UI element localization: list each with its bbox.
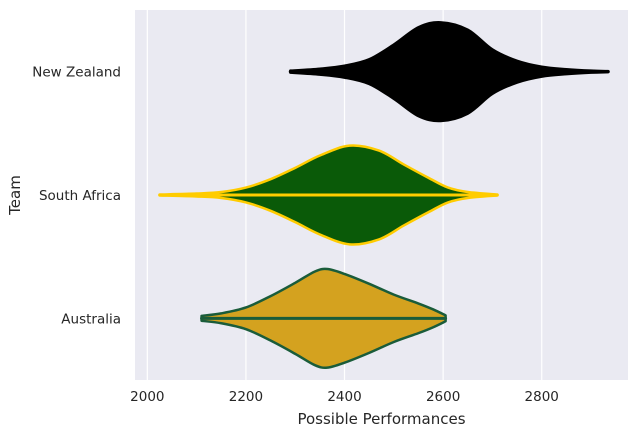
y-tick-label: South Africa <box>39 188 121 204</box>
y-axis-ticks: New Zealand South Africa Australia <box>32 65 121 328</box>
x-tick-label: 2600 <box>426 389 460 405</box>
x-tick-label: 2800 <box>525 389 559 405</box>
x-tick-label: 2000 <box>130 389 164 405</box>
y-tick-label: New Zealand <box>32 65 121 81</box>
x-axis-ticks: 2000 2200 2400 2600 2800 <box>130 389 559 405</box>
y-tick-label: Australia <box>61 311 121 327</box>
x-tick-label: 2400 <box>327 389 361 405</box>
violins <box>158 21 610 370</box>
x-axis-label: Possible Performances <box>297 410 465 428</box>
y-axis-label: Team <box>6 175 24 216</box>
x-tick-label: 2200 <box>229 389 263 405</box>
